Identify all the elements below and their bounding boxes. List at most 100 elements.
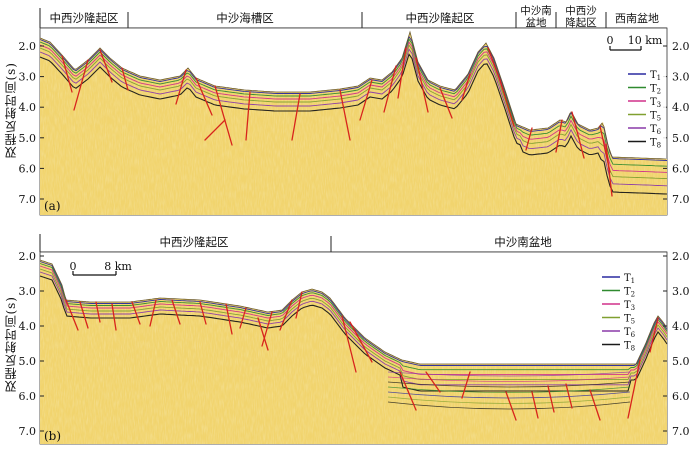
panel-a-region-header: 中西沙隆起区 中沙海槽区 中西沙隆起区 中沙南 盆地 中西沙 降起区 西南盆地 bbox=[39, 4, 667, 29]
legend-label: T5 bbox=[624, 314, 635, 326]
fault-line bbox=[99, 49, 113, 83]
fault-line bbox=[547, 385, 555, 413]
panel-a-tag: (a) bbox=[44, 199, 61, 213]
region-label: 中沙海槽区 bbox=[216, 11, 274, 25]
fault-line bbox=[73, 59, 89, 111]
panel-a-faults bbox=[61, 47, 613, 197]
y-tick-label: 7.0 bbox=[19, 193, 37, 206]
fault-line bbox=[171, 299, 181, 325]
region-label-line-2: 降起区 bbox=[565, 16, 597, 29]
fault-line bbox=[65, 299, 79, 331]
legend-background bbox=[622, 64, 666, 151]
y-tick-label: 6.0 bbox=[19, 390, 37, 403]
fault-line bbox=[525, 127, 533, 151]
region-label: 中西沙隆起区 bbox=[50, 11, 119, 25]
y-tick-label: 5.0 bbox=[19, 132, 37, 145]
fault-line bbox=[279, 299, 293, 331]
y-tick-label: 5.0 bbox=[672, 132, 690, 145]
basin-reflector bbox=[387, 401, 631, 410]
region-label-line-2: 盆地 bbox=[526, 16, 547, 29]
fault-line bbox=[95, 301, 101, 323]
fault-line bbox=[239, 307, 247, 329]
y-tick-label: 7.0 bbox=[672, 193, 690, 206]
horizon-line-2 bbox=[39, 38, 668, 167]
legend-label: T2 bbox=[624, 287, 635, 299]
fault-line bbox=[261, 311, 273, 347]
y-tick-label: 6.0 bbox=[19, 162, 37, 175]
fault-line bbox=[499, 79, 515, 127]
y-tick-label: 4.0 bbox=[672, 101, 690, 114]
fault-line bbox=[565, 383, 573, 409]
fault-line bbox=[149, 299, 157, 327]
fault-line bbox=[214, 85, 233, 146]
legend-label: T8 bbox=[650, 138, 661, 150]
fault-line bbox=[79, 301, 89, 329]
basin-reflector bbox=[387, 381, 631, 388]
horizon-line-4 bbox=[39, 44, 668, 180]
fault-line bbox=[291, 93, 301, 141]
panel-b-tag: (b) bbox=[44, 429, 61, 443]
horizon-line-6 bbox=[39, 275, 668, 392]
seafloor-line bbox=[39, 259, 667, 365]
panel-b-region-header: 中西沙隆起区 中沙南盆地 bbox=[39, 234, 667, 253]
y-tick-label: 5.0 bbox=[19, 355, 37, 368]
panel-a-y-ticks: 2.0 2.0 3.0 3.0 4.0 4.0 5.0 5.0 6.0 6.0 7.0 7.0 bbox=[19, 40, 690, 206]
fault-line bbox=[415, 57, 429, 113]
horizon-line-5 bbox=[39, 271, 668, 386]
y-tick-label: 7.0 bbox=[19, 425, 37, 438]
fault-line bbox=[531, 391, 539, 419]
fault-line bbox=[225, 303, 233, 335]
fault-line bbox=[589, 389, 601, 421]
basin-reflector bbox=[387, 371, 631, 377]
fault-line bbox=[295, 291, 303, 319]
region-label: 中沙南盆地 bbox=[494, 235, 552, 249]
fault-line bbox=[505, 391, 517, 421]
fault-line bbox=[121, 67, 129, 91]
y-tick-label: 6.0 bbox=[672, 162, 690, 175]
legend-label: T3 bbox=[650, 97, 661, 109]
panel-b-y-ticks: 2.0 2.0 3.0 3.0 4.0 4.0 5.0 5.0 6.0 6.0 7.0 7.0 bbox=[19, 250, 690, 438]
fault-line bbox=[111, 303, 117, 331]
panel-a-scale-bar: 0 10 km bbox=[607, 34, 663, 51]
horizon-line-6 bbox=[39, 53, 668, 195]
legend-background bbox=[596, 267, 640, 354]
scale-bar-start: 0 bbox=[70, 260, 77, 273]
region-label: 中西沙隆起区 bbox=[160, 235, 229, 249]
fault-line bbox=[461, 371, 471, 399]
scale-bar-start: 0 bbox=[607, 34, 614, 47]
basin-reflector bbox=[387, 391, 631, 399]
scale-bar-end: 10 km bbox=[628, 34, 663, 47]
fault-line bbox=[439, 87, 453, 119]
panel-b: 中西沙隆起区 中沙南盆地 2.0 2.0 3.0 3.0 4.0 4.0 5.0 5.0 6.0… bbox=[19, 234, 690, 445]
fault-line bbox=[487, 47, 501, 81]
fault-line bbox=[341, 315, 357, 373]
region-label-line-1: 中沙南 bbox=[520, 4, 552, 17]
y-tick-label: 4.0 bbox=[672, 320, 690, 333]
y-tick-label: 3.0 bbox=[19, 285, 37, 298]
fault-line bbox=[555, 119, 563, 153]
fault-line bbox=[397, 47, 407, 99]
horizon-line-2 bbox=[39, 263, 668, 371]
fault-line bbox=[649, 317, 659, 353]
fault-line bbox=[383, 65, 397, 113]
y-tick-label: 3.0 bbox=[19, 71, 37, 84]
horizon-line-1 bbox=[39, 35, 668, 161]
basin-reflector bbox=[387, 376, 631, 382]
horizon-line-5 bbox=[39, 48, 668, 187]
y-tick-label: 4.0 bbox=[19, 101, 37, 114]
y-axis-label-b: 双程反射时间(s) bbox=[4, 296, 18, 393]
fault-line bbox=[195, 77, 213, 116]
y-tick-label: 4.0 bbox=[19, 320, 37, 333]
fault-line bbox=[349, 321, 373, 363]
panel-a: 中西沙隆起区 中沙海槽区 中西沙隆起区 中沙南 盆地 中西沙 降起区 西南盆地 … bbox=[19, 4, 690, 216]
region-label: 中西沙隆起区 bbox=[406, 11, 475, 25]
fault-line bbox=[627, 359, 641, 419]
panel-b-faults bbox=[65, 291, 659, 421]
fault-line bbox=[245, 91, 251, 141]
horizon-line-3 bbox=[39, 41, 668, 173]
panel-b-scale-bar: 0 8 km bbox=[70, 260, 132, 276]
y-tick-label: 7.0 bbox=[672, 425, 690, 438]
legend-label: T1 bbox=[624, 273, 635, 285]
